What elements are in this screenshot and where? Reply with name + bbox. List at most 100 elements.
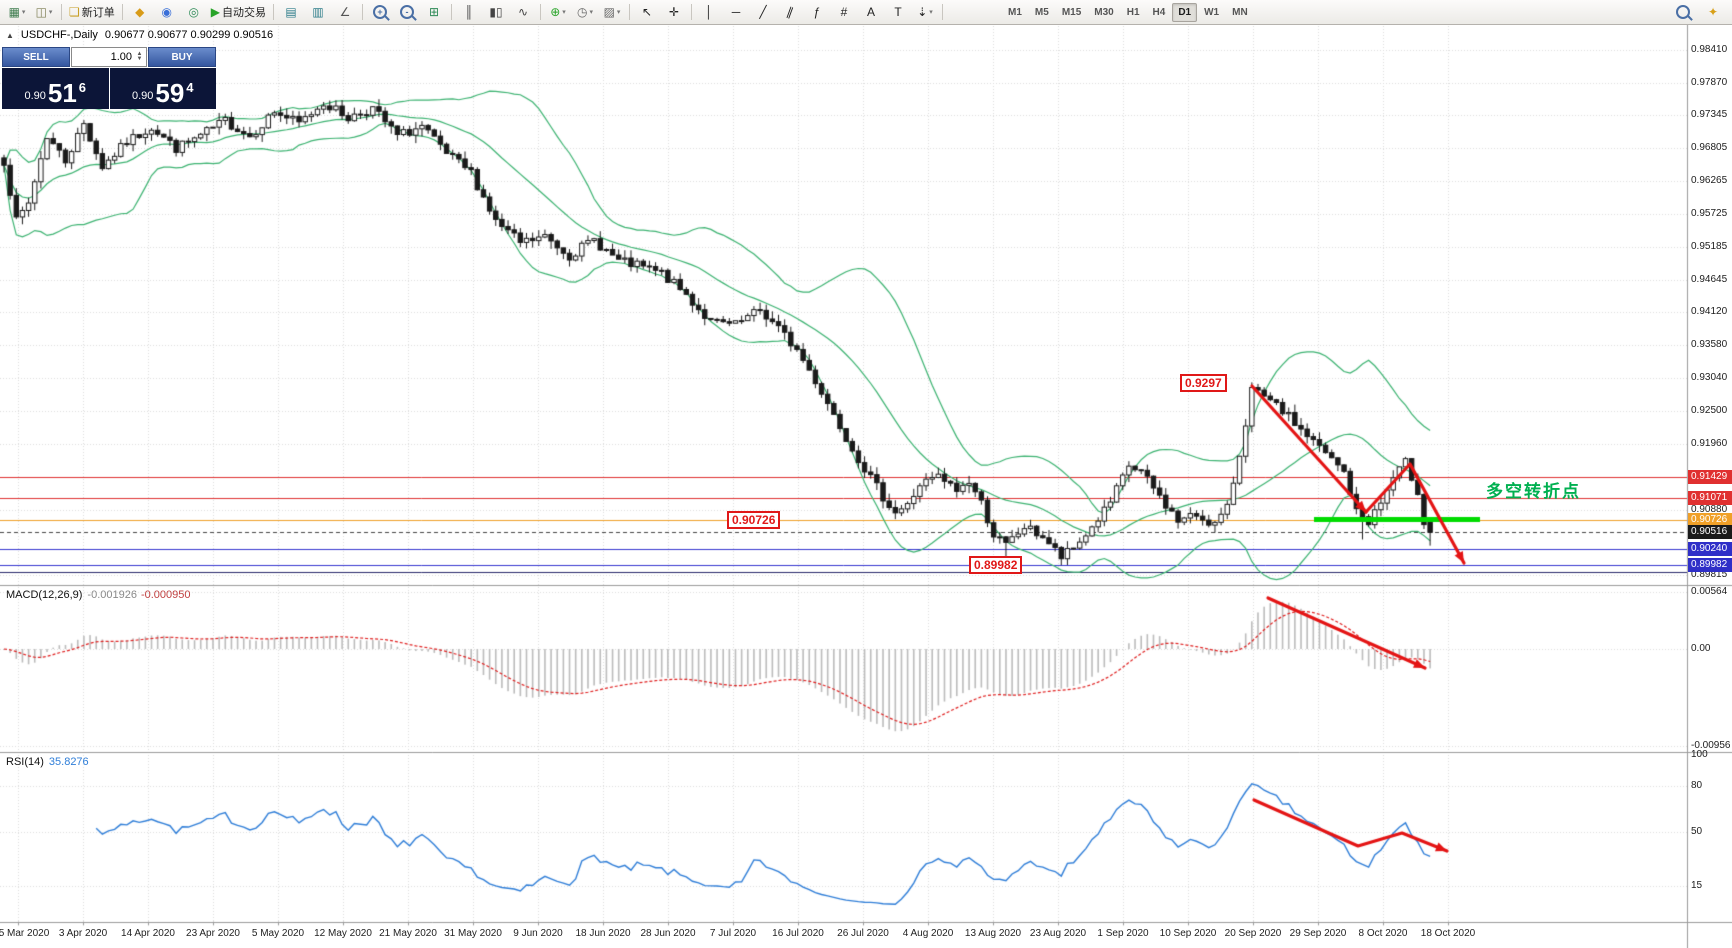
sell-price-button[interactable]: 0.90 51 6: [2, 68, 109, 109]
add-indicator-icon[interactable]: ⊕ ▾: [545, 2, 571, 22]
toolbar-separator: [629, 4, 630, 20]
templates-icon[interactable]: ▨ ▾: [599, 2, 625, 22]
volume-input[interactable]: 1.00 ▲ ▼: [71, 47, 147, 67]
new-order-glyph: ❏: [69, 5, 80, 19]
arrows-tool-icon[interactable]: ⇣ ▾: [912, 2, 938, 22]
autotrading-glyph: ▶: [210, 5, 220, 19]
profiles-glyph: ◫: [35, 5, 47, 19]
sell-price-big: 51: [47, 78, 77, 108]
tile-windows-glyph: ⊞: [428, 5, 440, 19]
community-icon[interactable]: ◎: [181, 2, 207, 22]
fibonacci-tool-icon[interactable]: ƒ: [804, 2, 830, 22]
toolbar-separator: [273, 4, 274, 20]
favorites-glyph: ✦: [1707, 5, 1719, 19]
timeframe-mn[interactable]: MN: [1232, 6, 1248, 18]
label-tool-glyph: T: [894, 5, 902, 19]
candlestick-mode-icon[interactable]: ▮▯: [483, 2, 509, 22]
autotrading-label: 自动交易: [222, 7, 266, 19]
grid-tool-icon[interactable]: #: [831, 2, 857, 22]
data-window-icon[interactable]: ▤: [278, 2, 304, 22]
favorites-icon[interactable]: ✦: [1700, 2, 1726, 22]
sell-price-prefix: 0.90: [24, 90, 46, 102]
channel-tool-glyph: ∥: [784, 4, 796, 20]
data-window-glyph: ▤: [285, 5, 297, 19]
cursor-glyph: ↖: [641, 5, 653, 19]
magnifier-glyph: +: [373, 5, 387, 19]
timeframe-m5[interactable]: M5: [1034, 6, 1049, 18]
channel-tool-icon[interactable]: ∥: [777, 2, 803, 22]
add-indicator-glyph: ⊕: [550, 5, 561, 19]
bar-chart-mode-icon[interactable]: ║: [456, 2, 482, 22]
sell-price-pip: 6: [78, 80, 87, 95]
arrows-tool-glyph: ⇣: [917, 5, 928, 19]
profiles-icon[interactable]: ◫ ▾: [31, 2, 57, 22]
crosshair-glyph: ✛: [668, 5, 680, 19]
timeframe-h1[interactable]: H1: [1126, 6, 1140, 18]
label-tool-icon[interactable]: T: [885, 2, 911, 22]
economic-calendar-glyph: ◉: [161, 5, 172, 19]
trendline-tool-glyph: ╱: [759, 5, 767, 19]
dropdown-caret-icon: ▾: [929, 9, 933, 16]
collapse-trade-panel-icon[interactable]: ▲: [6, 30, 14, 40]
zoom-out-icon[interactable]: -: [394, 2, 420, 22]
dropdown-caret-icon: ▾: [616, 9, 621, 16]
bar-chart-mode-glyph: ║: [464, 5, 474, 19]
autotrading-button[interactable]: ▶ 自动交易: [208, 2, 269, 22]
dropdown-caret-icon: ▾: [562, 9, 566, 16]
periods-glyph: ◷: [577, 5, 588, 19]
vertical-line-tool-icon[interactable]: │: [696, 2, 722, 22]
timeframe-m15[interactable]: M15: [1061, 6, 1082, 18]
fibonacci-tool-glyph: ƒ: [813, 5, 821, 19]
horizontal-line-tool-icon[interactable]: ─: [723, 2, 749, 22]
megaphone-icon[interactable]: ◆: [127, 2, 153, 22]
magnifier-sign: -: [405, 6, 409, 17]
toolbar-separator: [540, 4, 541, 20]
line-chart-mode-icon[interactable]: ∿: [510, 2, 536, 22]
horizontal-line-tool-glyph: ─: [731, 5, 741, 19]
toolbar-separator: [942, 4, 943, 20]
periods-icon[interactable]: ◷ ▾: [572, 2, 598, 22]
navigator-glyph: ▥: [312, 5, 324, 19]
tile-windows-icon[interactable]: ⊞: [421, 2, 447, 22]
dropdown-caret-icon: ▾: [21, 9, 26, 16]
timeframe-m1[interactable]: M1: [1008, 6, 1022, 18]
economic-calendar-icon[interactable]: ◉: [154, 2, 180, 22]
volume-value: 1.00: [110, 51, 132, 63]
candlestick-mode-glyph: ▮▯: [489, 5, 503, 19]
templates-glyph: ▨: [603, 5, 615, 19]
dropdown-caret-icon: ▾: [589, 9, 593, 16]
magnifier-glyph: [1676, 5, 1690, 19]
vertical-line-tool-glyph: │: [705, 5, 713, 19]
buy-price-button[interactable]: 0.90 59 4: [109, 68, 216, 109]
text-tool-glyph: A: [866, 5, 875, 19]
buy-button[interactable]: BUY: [148, 47, 216, 67]
angle-tool-glyph: ∠: [339, 5, 351, 19]
angle-tool-icon[interactable]: ∠: [332, 2, 358, 22]
volume-spinner[interactable]: ▲ ▼: [136, 51, 143, 62]
dropdown-caret-icon: ▾: [48, 9, 53, 16]
trendline-tool-icon[interactable]: ╱: [750, 2, 776, 22]
buy-price-prefix: 0.90: [131, 90, 154, 102]
timeframe-group: M1 M5 M15 M30 H1 H4 D1 W1 MN: [1002, 2, 1254, 22]
navigator-icon[interactable]: ▥: [305, 2, 331, 22]
timeframe-h4[interactable]: H4: [1152, 6, 1166, 18]
line-chart-mode-glyph: ∿: [517, 5, 529, 19]
toolbar-right-group: ✦: [1670, 2, 1728, 22]
timeframe-m30[interactable]: M30: [1094, 6, 1114, 18]
symbol-search-icon[interactable]: [1670, 2, 1696, 22]
new-chart-icon[interactable]: ▦ ▾: [4, 2, 30, 22]
timeframe-d1[interactable]: D1: [1172, 2, 1198, 22]
one-click-trading-panel: SELL 1.00 ▲ ▼ BUY 0.90 51 6 0.90 59 4: [2, 47, 216, 109]
new-order-label: 新订单: [81, 7, 115, 19]
text-tool-icon[interactable]: A: [858, 2, 884, 22]
sell-button[interactable]: SELL: [2, 47, 70, 67]
magnifier-sign: +: [377, 6, 383, 17]
zoom-in-icon[interactable]: +: [367, 2, 393, 22]
toolbar-separator: [121, 4, 123, 20]
crosshair-icon[interactable]: ✛: [661, 2, 687, 22]
new-order-button[interactable]: ❏ 新订单: [66, 2, 118, 22]
cursor-icon[interactable]: ↖: [634, 2, 660, 22]
timeframe-w1[interactable]: W1: [1204, 6, 1220, 18]
new-chart-glyph: ▦: [8, 5, 20, 19]
